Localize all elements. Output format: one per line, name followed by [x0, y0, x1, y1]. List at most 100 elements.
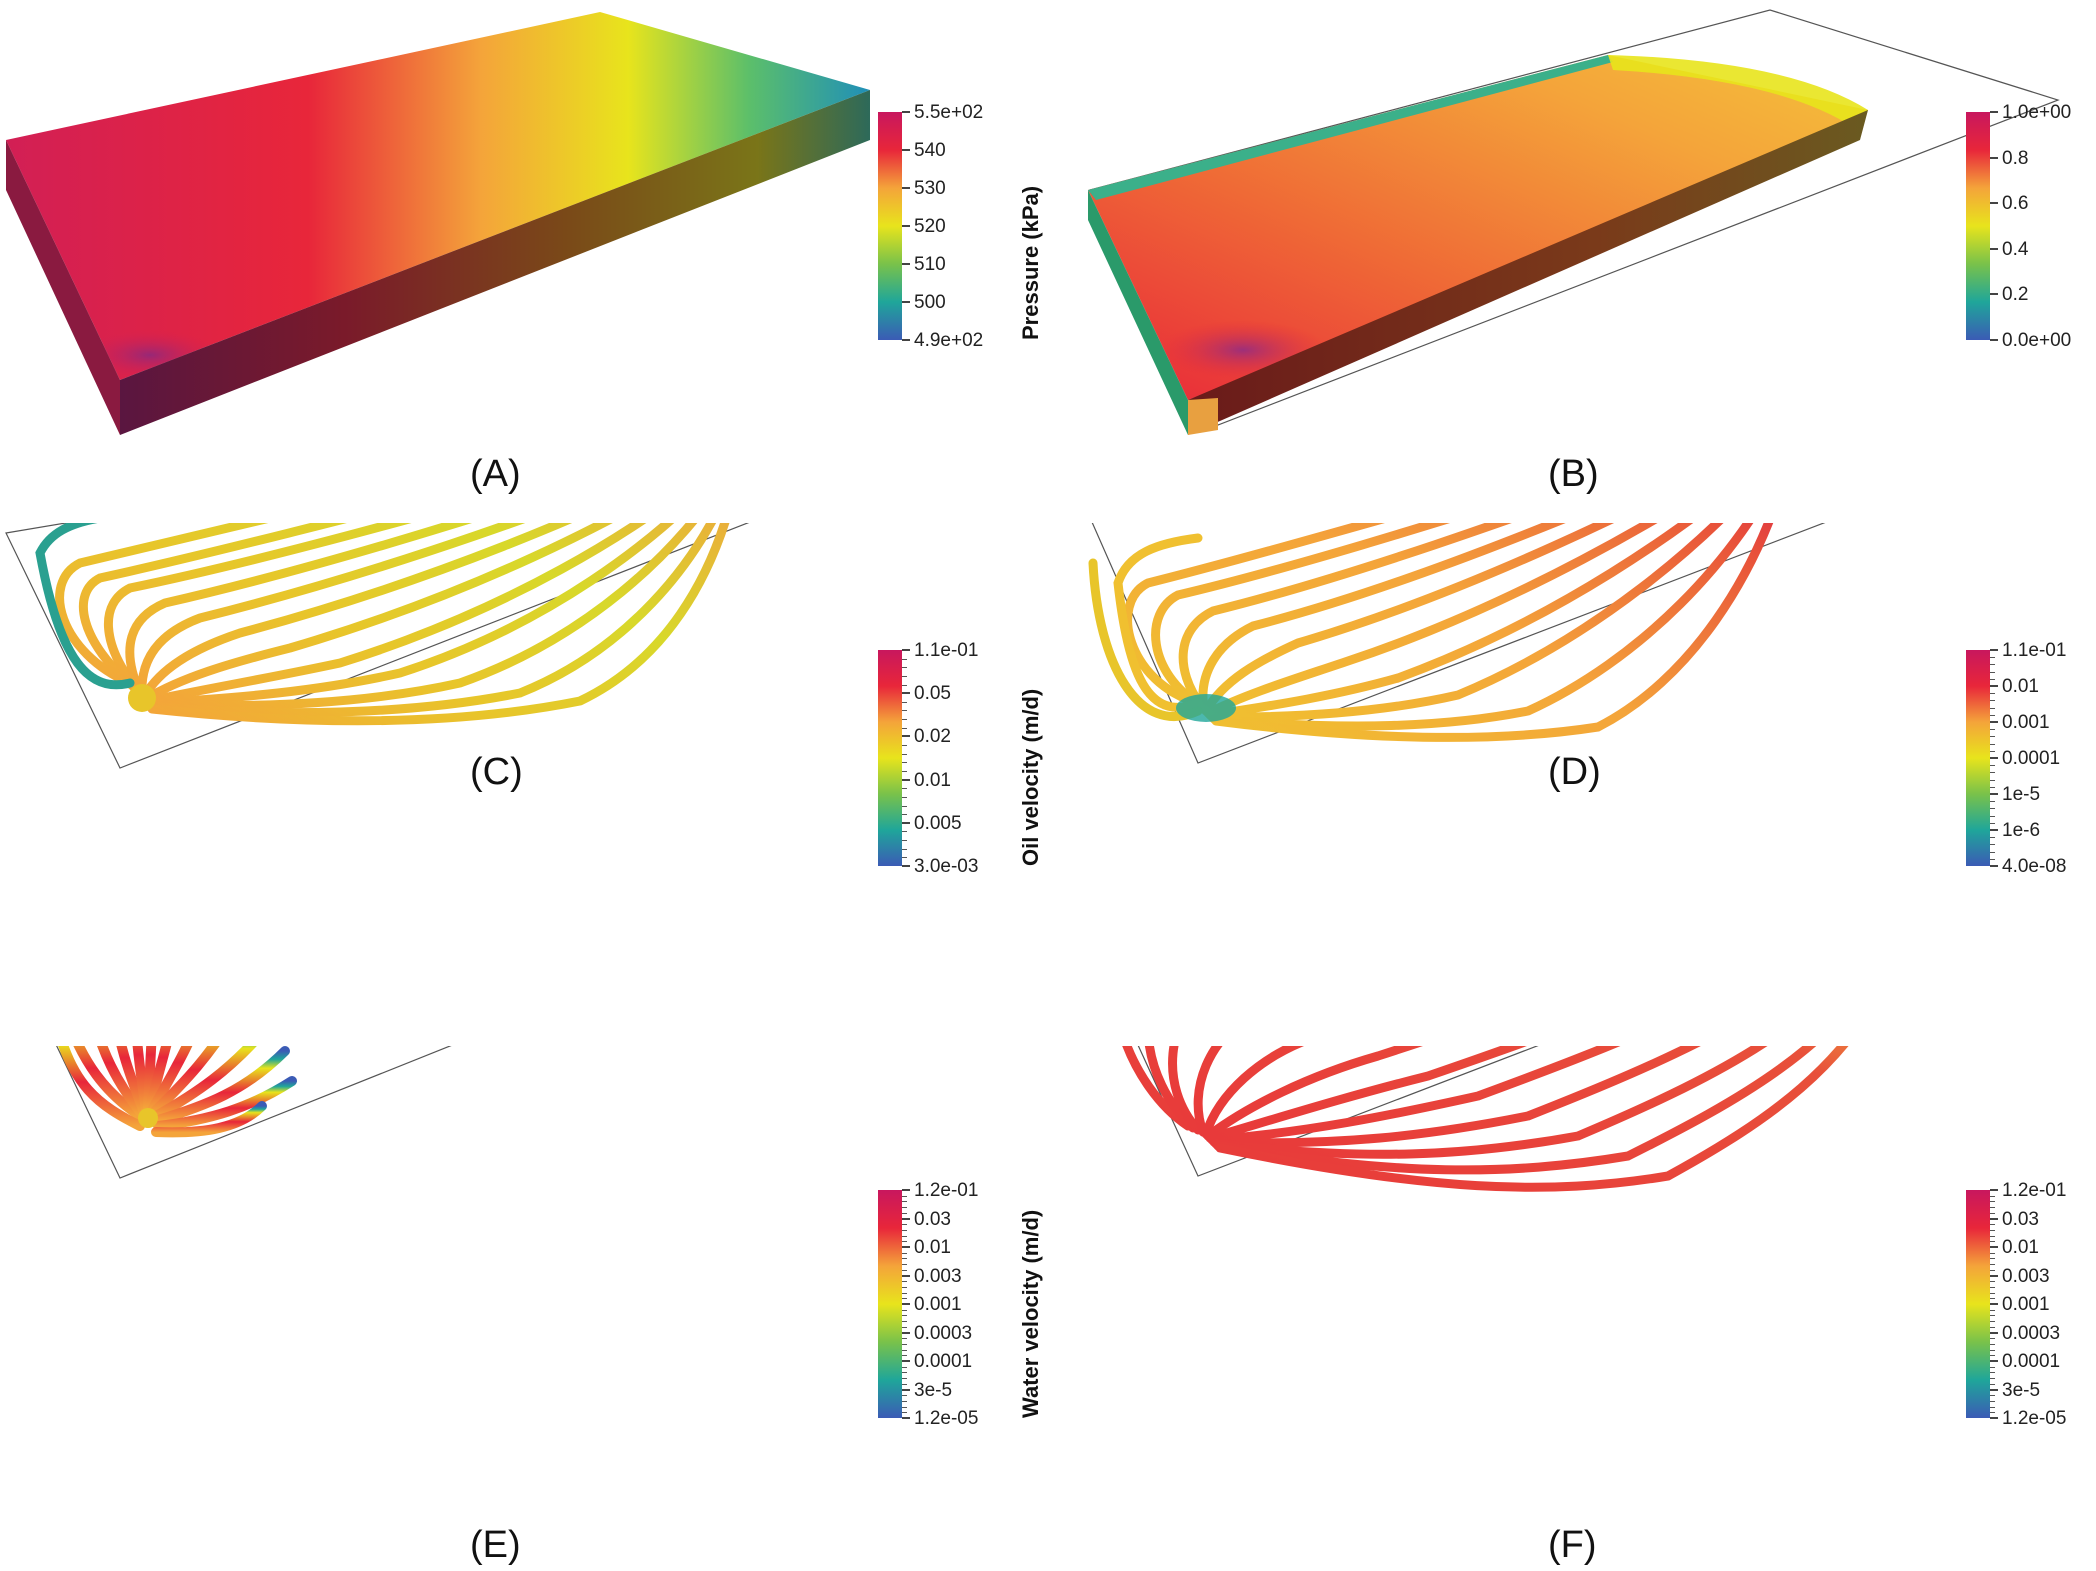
colorbar-tick-mark	[1990, 339, 1998, 341]
colorbar-tick-label: 4.9e+02	[914, 330, 984, 351]
colorbar-tick-label: 510	[914, 254, 946, 275]
panel-label: (F)	[1548, 1524, 1597, 1566]
colorbar-minor-tick	[902, 1269, 907, 1271]
colorbar-tick-label: 0.03	[914, 1208, 951, 1230]
colorbar-tick-label: 530	[914, 178, 946, 199]
colorbar-minor-tick	[902, 701, 907, 703]
colorbar-minor-tick	[902, 710, 907, 712]
colorbar-tick-mark	[902, 1331, 910, 1334]
colorbar-minor-tick	[1990, 1395, 1995, 1397]
colorbar-tick-mark	[902, 821, 910, 824]
colorbar-minor-tick	[902, 762, 907, 764]
colorbar	[1966, 1190, 1990, 1418]
colorbar-minor-tick	[1990, 815, 1995, 817]
colorbar-tick-mark	[902, 301, 910, 303]
colorbar-minor-tick	[1990, 1383, 1995, 1385]
colorbar-minor-tick	[1990, 1264, 1995, 1266]
colorbar-tick-label: 0.0001	[914, 1351, 973, 1372]
colorbar-tick-mark	[902, 1246, 910, 1248]
colorbar-tick-label: 0.003	[2002, 1265, 2050, 1287]
panel-label: (C)	[470, 751, 523, 793]
colorbar-tick-label: 520	[914, 216, 946, 237]
colorbar-minor-tick	[902, 770, 907, 772]
colorbar-minor-tick	[902, 1235, 907, 1237]
colorbar-tick-mark	[1990, 721, 1998, 723]
colorbar-minor-tick	[1990, 765, 1995, 767]
colorbar-tick-mark	[1990, 1331, 1998, 1334]
colorbar-minor-tick	[902, 1343, 907, 1345]
colorbar-minor-tick	[1990, 1315, 1995, 1317]
colorbar-minor-tick	[902, 1195, 907, 1197]
colorbar-tick-mark	[902, 339, 910, 341]
colorbar-tick-mark	[902, 111, 910, 113]
colorbar-tick-label: 1.2e-05	[914, 1408, 979, 1429]
colorbar-minor-tick	[1990, 844, 1995, 846]
colorbar-minor-tick	[1990, 786, 1995, 788]
colorbar-minor-tick	[902, 1298, 907, 1300]
colorbar-tick-label: 0.2	[2002, 284, 2029, 306]
colorbar-tick-label: 1.1e-01	[2002, 640, 2067, 661]
colorbar-tick-mark	[902, 149, 910, 151]
colorbar-minor-tick	[1990, 1343, 1995, 1345]
colorbar-tick-label: 0.0001	[2002, 1351, 2061, 1372]
colorbar-tick-mark	[902, 692, 910, 695]
panel-label: (E)	[470, 1524, 521, 1566]
colorbar-minor-tick	[902, 1406, 907, 1408]
colorbar-tick-mark	[1990, 793, 1998, 795]
saturation-box-render	[1088, 9, 2060, 435]
colorbar-tick-mark	[902, 1388, 910, 1391]
colorbar-minor-tick	[1990, 1235, 1995, 1237]
colorbar-minor-tick	[1990, 1309, 1995, 1311]
panel-a: (A)	[0, 0, 1048, 523]
colorbar-minor-tick	[1990, 743, 1995, 745]
colorbar-tick-mark	[1990, 865, 1998, 867]
colorbar-minor-tick	[902, 805, 907, 807]
colorbar-minor-tick	[902, 1349, 907, 1351]
colorbar-minor-tick	[902, 857, 907, 859]
colorbar-tick-mark	[902, 225, 910, 227]
colorbar-tick-label: 1.1e-01	[914, 640, 979, 661]
colorbar-tick-mark	[1990, 1360, 1998, 1362]
colorbar-minor-tick	[1990, 671, 1995, 673]
colorbar-minor-tick	[902, 1412, 907, 1414]
colorbar-tick-mark	[1990, 1189, 1998, 1191]
panel-label: (B)	[1548, 453, 1599, 495]
colorbar-minor-tick	[902, 1201, 907, 1203]
colorbar-minor-tick	[902, 1355, 907, 1357]
colorbar-minor-tick	[1990, 1298, 1995, 1300]
colorbar-title: Oil velocity (m/d)	[1018, 688, 1043, 866]
colorbar-minor-tick	[902, 831, 907, 833]
colorbar-tick-mark	[1990, 1217, 1998, 1220]
colorbar-minor-tick	[902, 1292, 907, 1294]
colorbar-tick-mark	[1990, 1246, 1998, 1248]
colorbar-minor-tick	[902, 675, 907, 677]
colorbar-minor-tick	[902, 1309, 907, 1311]
colorbar-tick-label: 0.005	[914, 812, 962, 834]
colorbar-tick-label: 0.01	[914, 769, 951, 791]
colorbar-minor-tick	[1990, 1224, 1995, 1226]
colorbar-tick-mark	[902, 1360, 910, 1362]
colorbar-minor-tick	[1990, 1406, 1995, 1408]
panel-e: (E)	[0, 1046, 1048, 1569]
colorbar-minor-tick	[1990, 1195, 1995, 1197]
colorbar-minor-tick	[1990, 1281, 1995, 1283]
colorbar-minor-tick	[902, 1326, 907, 1328]
colorbar-minor-tick	[902, 1212, 907, 1214]
panel-f: (F)	[1048, 1046, 2096, 1569]
colorbar	[1966, 650, 1990, 866]
colorbar-minor-tick	[1990, 664, 1995, 666]
panel-label: (D)	[1548, 751, 1601, 793]
colorbar-title: Pressure (kPa)	[1018, 185, 1043, 340]
colorbar-tick-label: 1.2e-01	[914, 1180, 979, 1201]
colorbar-minor-tick	[1990, 779, 1995, 781]
colorbar-tick-mark	[1990, 1303, 1998, 1305]
colorbar-tick-label: 3e-5	[2002, 1379, 2041, 1401]
colorbar-tick-mark	[1990, 1388, 1998, 1391]
colorbar-tick-label: 0.8	[2002, 147, 2029, 169]
colorbar-tick-label: 0.01	[914, 1237, 951, 1258]
colorbar-tick-mark	[902, 1217, 910, 1220]
water-streamtubes-render	[56, 1046, 452, 1179]
colorbar-minor-tick	[1990, 822, 1995, 824]
colorbar-minor-tick	[902, 753, 907, 755]
colorbar-minor-tick	[902, 1264, 907, 1266]
